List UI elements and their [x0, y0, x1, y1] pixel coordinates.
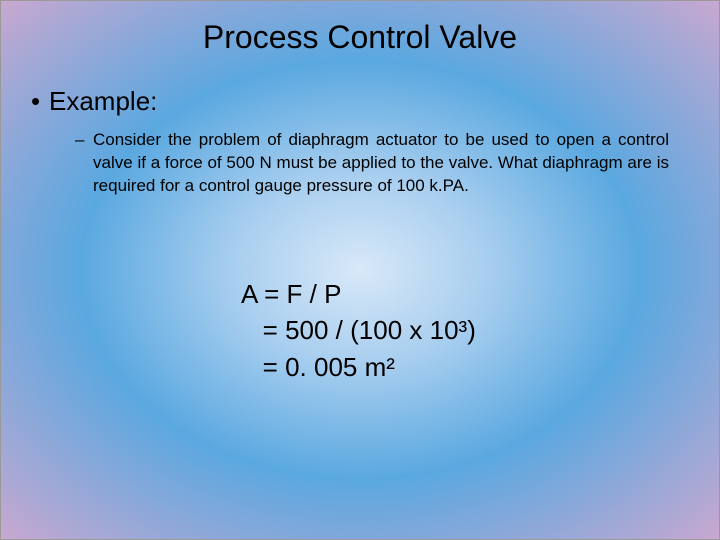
- slide-title: Process Control Valve: [1, 1, 719, 66]
- formula-block: A = F / P = 500 / (100 x 10³) = 0. 005 m…: [31, 276, 689, 385]
- slide-content: Example: Consider the problem of diaphra…: [1, 66, 719, 385]
- example-heading: Example:: [31, 86, 689, 117]
- slide-container: Process Control Valve Example: Consider …: [0, 0, 720, 540]
- formula-line-3: = 0. 005 m²: [241, 349, 689, 385]
- formula-line-1: A = F / P: [241, 276, 689, 312]
- problem-statement: Consider the problem of diaphragm actuat…: [31, 129, 689, 198]
- formula-line-2: = 500 / (100 x 10³): [241, 312, 689, 348]
